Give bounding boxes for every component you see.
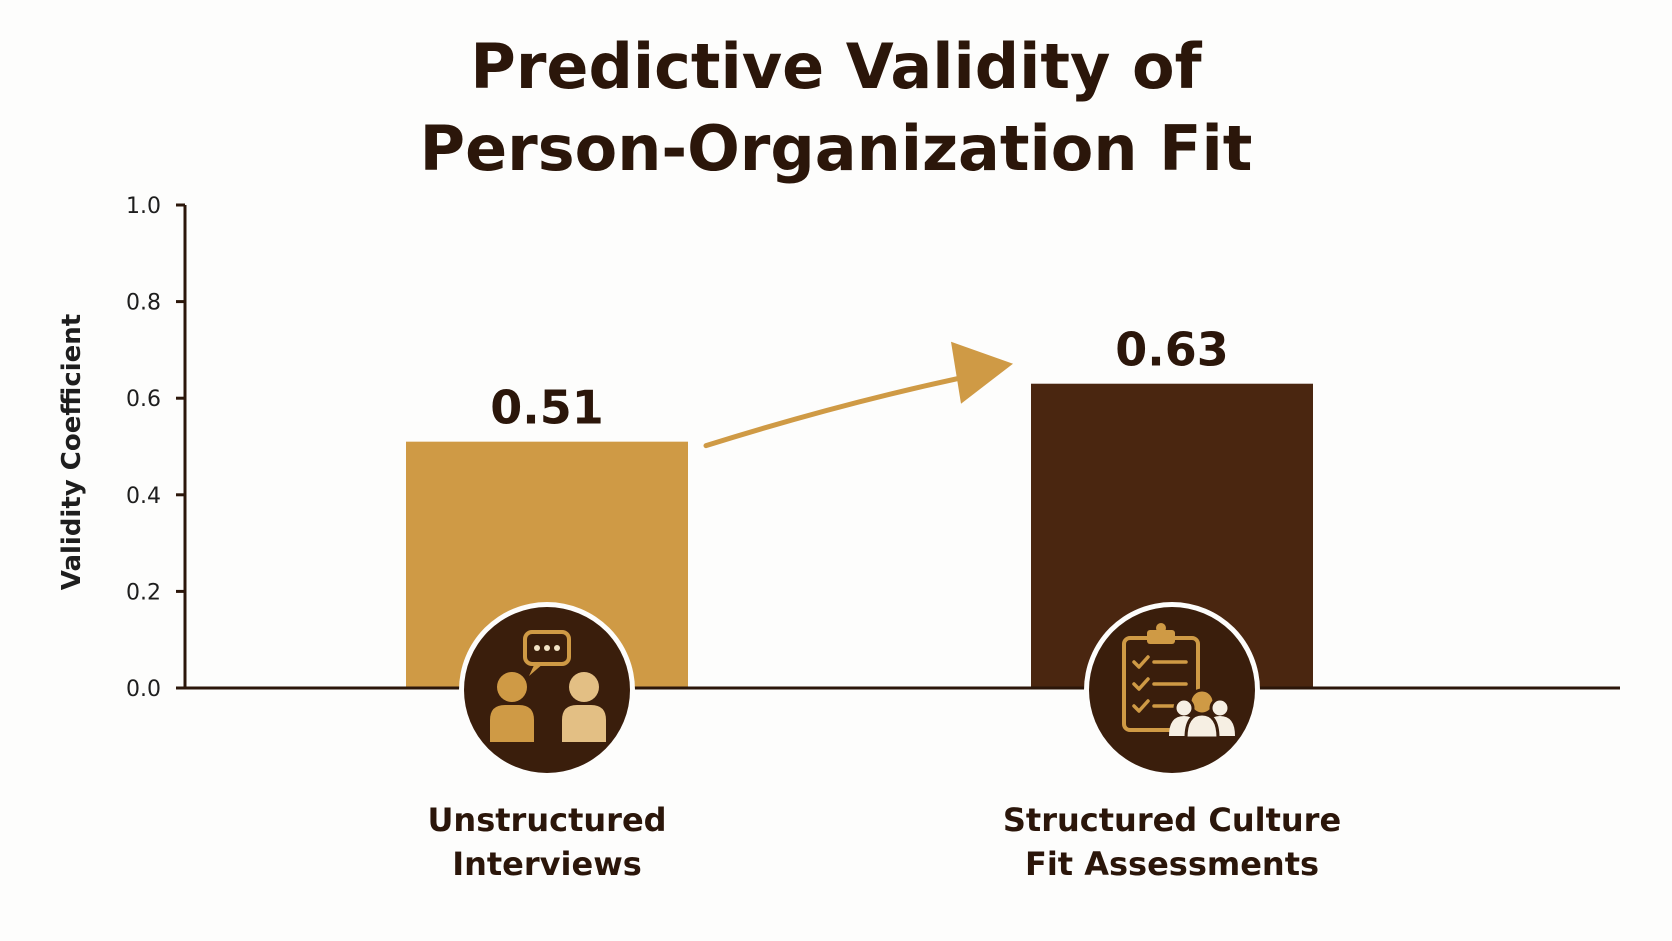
category-icons — [459, 602, 1260, 778]
category-label-1-line-1: Unstructured — [427, 801, 666, 839]
y-tick-label: 0.0 — [126, 677, 161, 702]
y-tick-label: 0.8 — [126, 291, 161, 316]
value-label-1: 0.51 — [490, 381, 604, 435]
chart-title: Predictive Validity of Person-Organizati… — [420, 30, 1253, 185]
value-labels: 0.51 0.63 — [490, 323, 1229, 435]
category-label-2-line-1: Structured Culture — [1003, 801, 1341, 839]
value-label-2: 0.63 — [1115, 323, 1229, 377]
category-label-1-line-2: Interviews — [452, 845, 642, 883]
chart-title-line-1: Predictive Validity of — [470, 30, 1202, 103]
category-labels: Unstructured Interviews Structured Culture… — [427, 801, 1341, 883]
y-tick-label: 0.4 — [126, 484, 161, 509]
conversation-people-icon — [459, 602, 635, 778]
clipboard-checklist-team-icon — [1084, 602, 1260, 778]
bars — [406, 383, 1313, 688]
y-axis-label: Validity Coefficient — [57, 314, 87, 591]
category-label-2-line-2: Fit Assessments — [1025, 845, 1319, 883]
increase-arrow-icon — [703, 341, 1013, 449]
chart-title-line-2: Person-Organization Fit — [420, 112, 1253, 185]
y-axis-ticks: 0.0 0.2 0.4 0.6 0.8 1.0 — [126, 194, 185, 702]
y-tick-label: 0.2 — [126, 580, 161, 605]
y-tick-label: 0.6 — [126, 387, 161, 412]
y-tick-label: 1.0 — [126, 194, 161, 219]
